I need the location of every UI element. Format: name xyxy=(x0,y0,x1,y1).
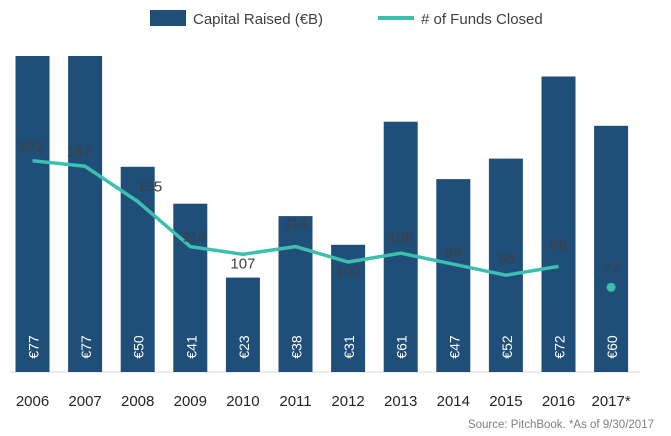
legend: Capital Raised (€B) # of Funds Closed xyxy=(150,10,543,28)
bar-2011 xyxy=(278,216,313,372)
line-value-label: 187 xyxy=(67,143,92,160)
x-tick-label: 2006 xyxy=(16,393,49,410)
bar-value-label: €50 xyxy=(131,335,147,359)
bar-value-label: €31 xyxy=(341,335,357,359)
bar-value-label: €60 xyxy=(604,335,620,359)
bar-value-label: €47 xyxy=(446,335,462,359)
bar-value-label: €23 xyxy=(236,335,252,359)
bar-value-label: €52 xyxy=(499,335,515,359)
legend-bar-swatch xyxy=(150,10,186,26)
x-tick-labels: 2006 2007 2008 2009 2010 2011 2012 2013 2014 2015… xyxy=(16,393,631,410)
x-tick-label: 2014 xyxy=(437,393,470,410)
bar-2017* xyxy=(594,125,629,372)
legend-line-label: # of Funds Closed xyxy=(421,11,543,28)
line-value-label: 100 xyxy=(336,263,361,280)
line-value-label: 114 xyxy=(284,216,308,233)
line-series-group xyxy=(32,159,616,292)
bar-2016 xyxy=(541,76,576,372)
bar-value-label: €38 xyxy=(289,335,305,359)
bar-labels-group: €77 €77 €50 €41 €23 €38 €31 €61 €47 €52 €72 €60 xyxy=(26,335,621,359)
line-value-label: 98 xyxy=(445,244,462,261)
funds-closed-line xyxy=(32,159,559,277)
x-tick-label: 2012 xyxy=(331,393,364,410)
bar-2015 xyxy=(488,158,523,372)
line-labels-group: 192 187 155 114 107 114 100 108 98 88 96 77 xyxy=(18,138,619,280)
legend-bar-label: Capital Raised (€B) xyxy=(193,11,323,28)
bar-value-label: €61 xyxy=(394,335,410,359)
x-tick-label: 2010 xyxy=(226,393,259,410)
bar-2010 xyxy=(225,277,260,372)
bar-value-label: €77 xyxy=(26,335,42,359)
x-tick-label: 2011 xyxy=(279,393,311,410)
line-value-label: 77 xyxy=(603,260,620,277)
x-tick-label: 2016 xyxy=(542,393,575,410)
line-value-label: 155 xyxy=(137,179,162,196)
bar-value-label: €77 xyxy=(78,335,94,359)
x-tick-label: 2015 xyxy=(489,393,522,410)
bar-value-label: €41 xyxy=(183,335,199,359)
x-tick-label: 2008 xyxy=(121,393,154,410)
line-value-label: 107 xyxy=(230,255,255,272)
bar-2013 xyxy=(383,121,418,372)
line-value-label: 192 xyxy=(18,138,43,155)
bar-2007 xyxy=(68,56,103,372)
bars-group xyxy=(15,56,629,372)
line-value-label: 108 xyxy=(388,229,413,246)
source-note: Source: PitchBook. *As of 9/30/2017 xyxy=(468,419,654,431)
funds-closed-point-2017* xyxy=(606,282,616,292)
x-tick-label: 2017* xyxy=(591,393,630,410)
line-value-label: 114 xyxy=(182,229,206,246)
bar-2014 xyxy=(436,179,471,372)
bar-2009 xyxy=(173,203,208,372)
line-value-label: 96 xyxy=(550,236,567,253)
x-tick-label: 2009 xyxy=(174,393,207,410)
x-tick-label: 2013 xyxy=(384,393,417,410)
bar-2012 xyxy=(331,244,366,372)
line-value-label: 88 xyxy=(498,250,515,267)
x-tick-label: 2007 xyxy=(68,393,101,410)
bar-2006 xyxy=(15,56,50,372)
bar-value-label: €72 xyxy=(552,335,568,359)
